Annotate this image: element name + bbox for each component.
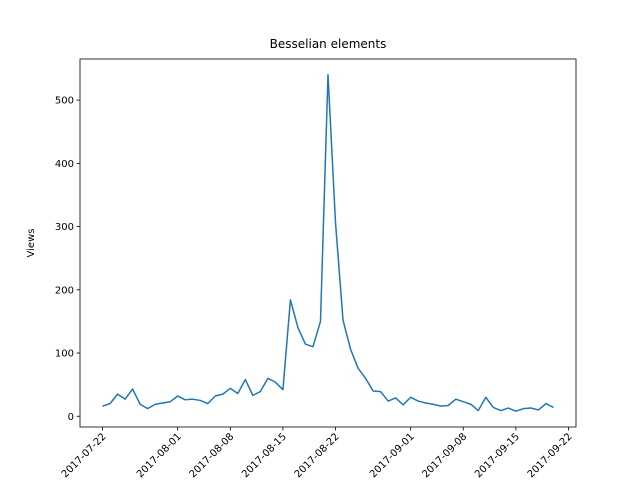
y-tick-label: 500 [55,96,74,107]
x-tick-label: 2017-09-08 [421,431,470,480]
axes-frame [79,58,577,428]
x-tick-label: 2017-08-08 [188,431,237,480]
x-tick-label: 2017-08-15 [240,431,289,480]
x-tick-label: 2017-08-01 [135,431,184,480]
x-tick-label: 2017-09-15 [473,431,522,480]
x-tick-label: 2017-09-01 [368,431,417,480]
y-tick-label: 0 [68,412,74,423]
y-axis-label: Views [26,229,37,258]
y-tick-label: 400 [55,159,74,170]
x-tick-label: 2017-09-22 [526,431,575,480]
y-tick-label: 200 [55,285,74,296]
data-line [102,74,554,412]
chart-title: Besselian elements [270,37,387,51]
y-tick-label: 100 [55,349,74,360]
y-tick-label: 300 [55,222,74,233]
x-tick-label: 2017-08-22 [293,431,342,480]
x-tick-label: 2017-07-22 [60,431,109,480]
